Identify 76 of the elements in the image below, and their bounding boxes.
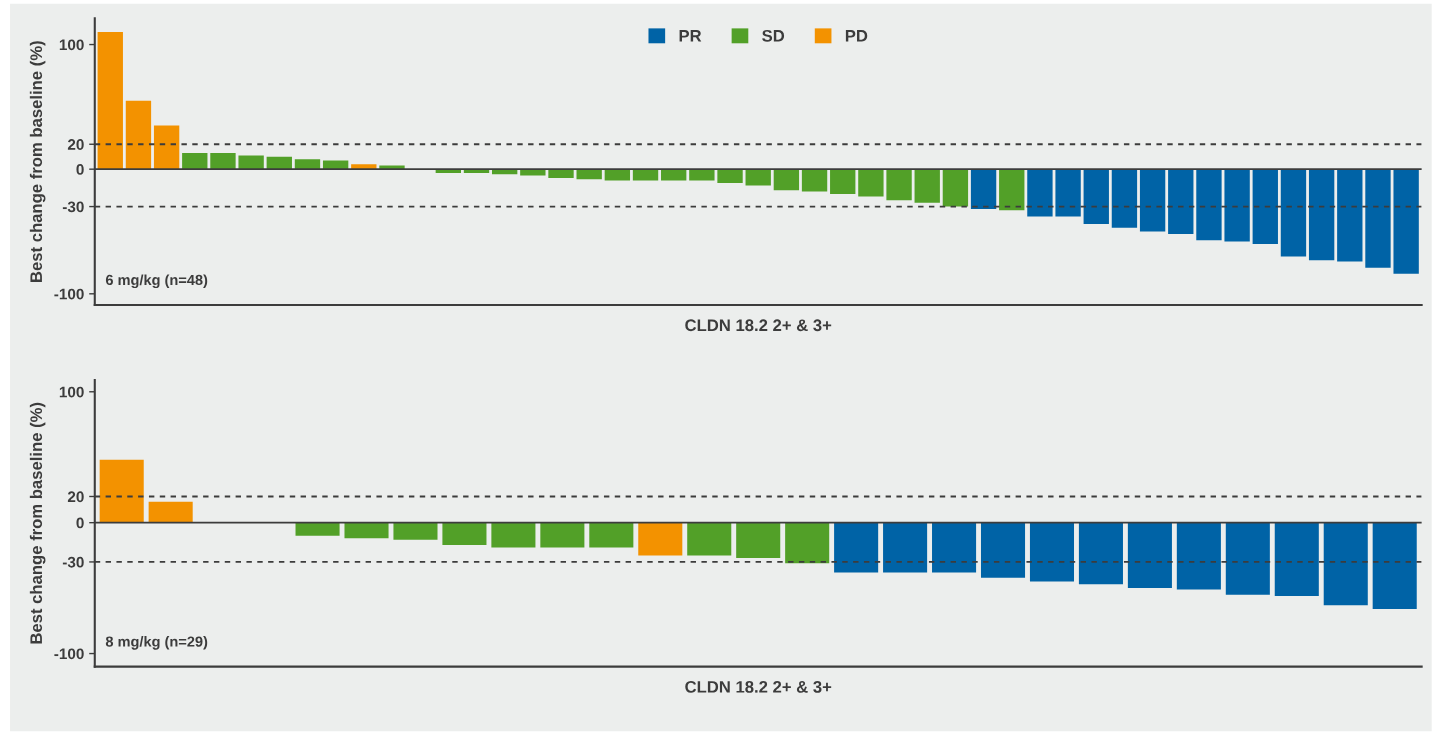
bar [914,169,940,203]
bar [1225,522,1270,595]
bar [883,522,928,573]
bar [1365,169,1391,268]
bar [491,522,536,548]
bar [687,522,732,556]
bar [1055,169,1081,217]
bar [801,169,828,192]
bar [1224,169,1250,242]
legend-label: PD [845,30,868,42]
bar [589,522,634,548]
bar [344,522,389,539]
bar [1127,522,1172,589]
x-axis-title: CLDN 18.2 2+ & 3+ [685,680,832,693]
bar [942,169,969,207]
bar [1280,169,1307,257]
y-axis-title: Best change from baseline (%) [29,402,46,644]
bar [442,522,487,545]
y-axis-title: Best change from baseline (%) [29,41,46,282]
bar [1337,169,1363,262]
bar [1111,169,1138,228]
bar [1372,522,1417,610]
y-tick-label: -30 [62,556,84,568]
bar [153,125,180,170]
y-tick-label: 20 [67,491,84,503]
y-tick-label: -30 [62,201,84,213]
bar [295,522,340,536]
bar [1274,522,1319,596]
bar [1139,169,1166,232]
bar [773,169,800,191]
bar [540,522,585,548]
y-tick-label: 0 [76,517,84,529]
bar [1176,522,1221,590]
x-axis-title: CLDN 18.2 2+ & 3+ [685,319,832,332]
bar [1083,169,1109,225]
bar [858,169,884,197]
annotation: 6 mg/kg (n=48) [105,274,208,289]
bar [970,169,997,210]
y-tick-label: 0 [76,164,84,175]
y-tick-label: 20 [67,139,84,150]
bar [1308,169,1335,261]
legend-label: SD [762,29,785,42]
bar [148,501,193,523]
bar [1252,169,1278,244]
bar [1078,522,1123,585]
annotation: 8 mg/kg (n=29) [105,636,208,650]
y-tick-label: 100 [59,386,84,398]
legend-label: PR [679,30,702,42]
y-tick-label: -100 [54,288,84,300]
bar [785,522,830,564]
bar [717,169,743,183]
y-tick-label: -100 [54,648,84,660]
bar [238,155,264,170]
y-tick-label: 100 [59,39,84,51]
bar [125,100,152,170]
bar [638,522,683,556]
bar [689,169,715,181]
bar [1029,522,1075,582]
bar [980,522,1026,578]
bar [393,522,438,540]
bar [99,459,144,523]
bar [97,32,123,170]
bar [834,522,879,573]
bar [1168,169,1194,234]
bar [1393,169,1419,274]
bar [210,152,236,170]
bar [745,169,771,186]
bar [999,169,1025,211]
bar [1027,169,1053,217]
bar [886,169,912,201]
bar [830,169,856,195]
bar [1196,169,1222,241]
bar [736,522,781,559]
bar [1323,522,1368,606]
bar [932,522,977,573]
bar [182,152,208,170]
